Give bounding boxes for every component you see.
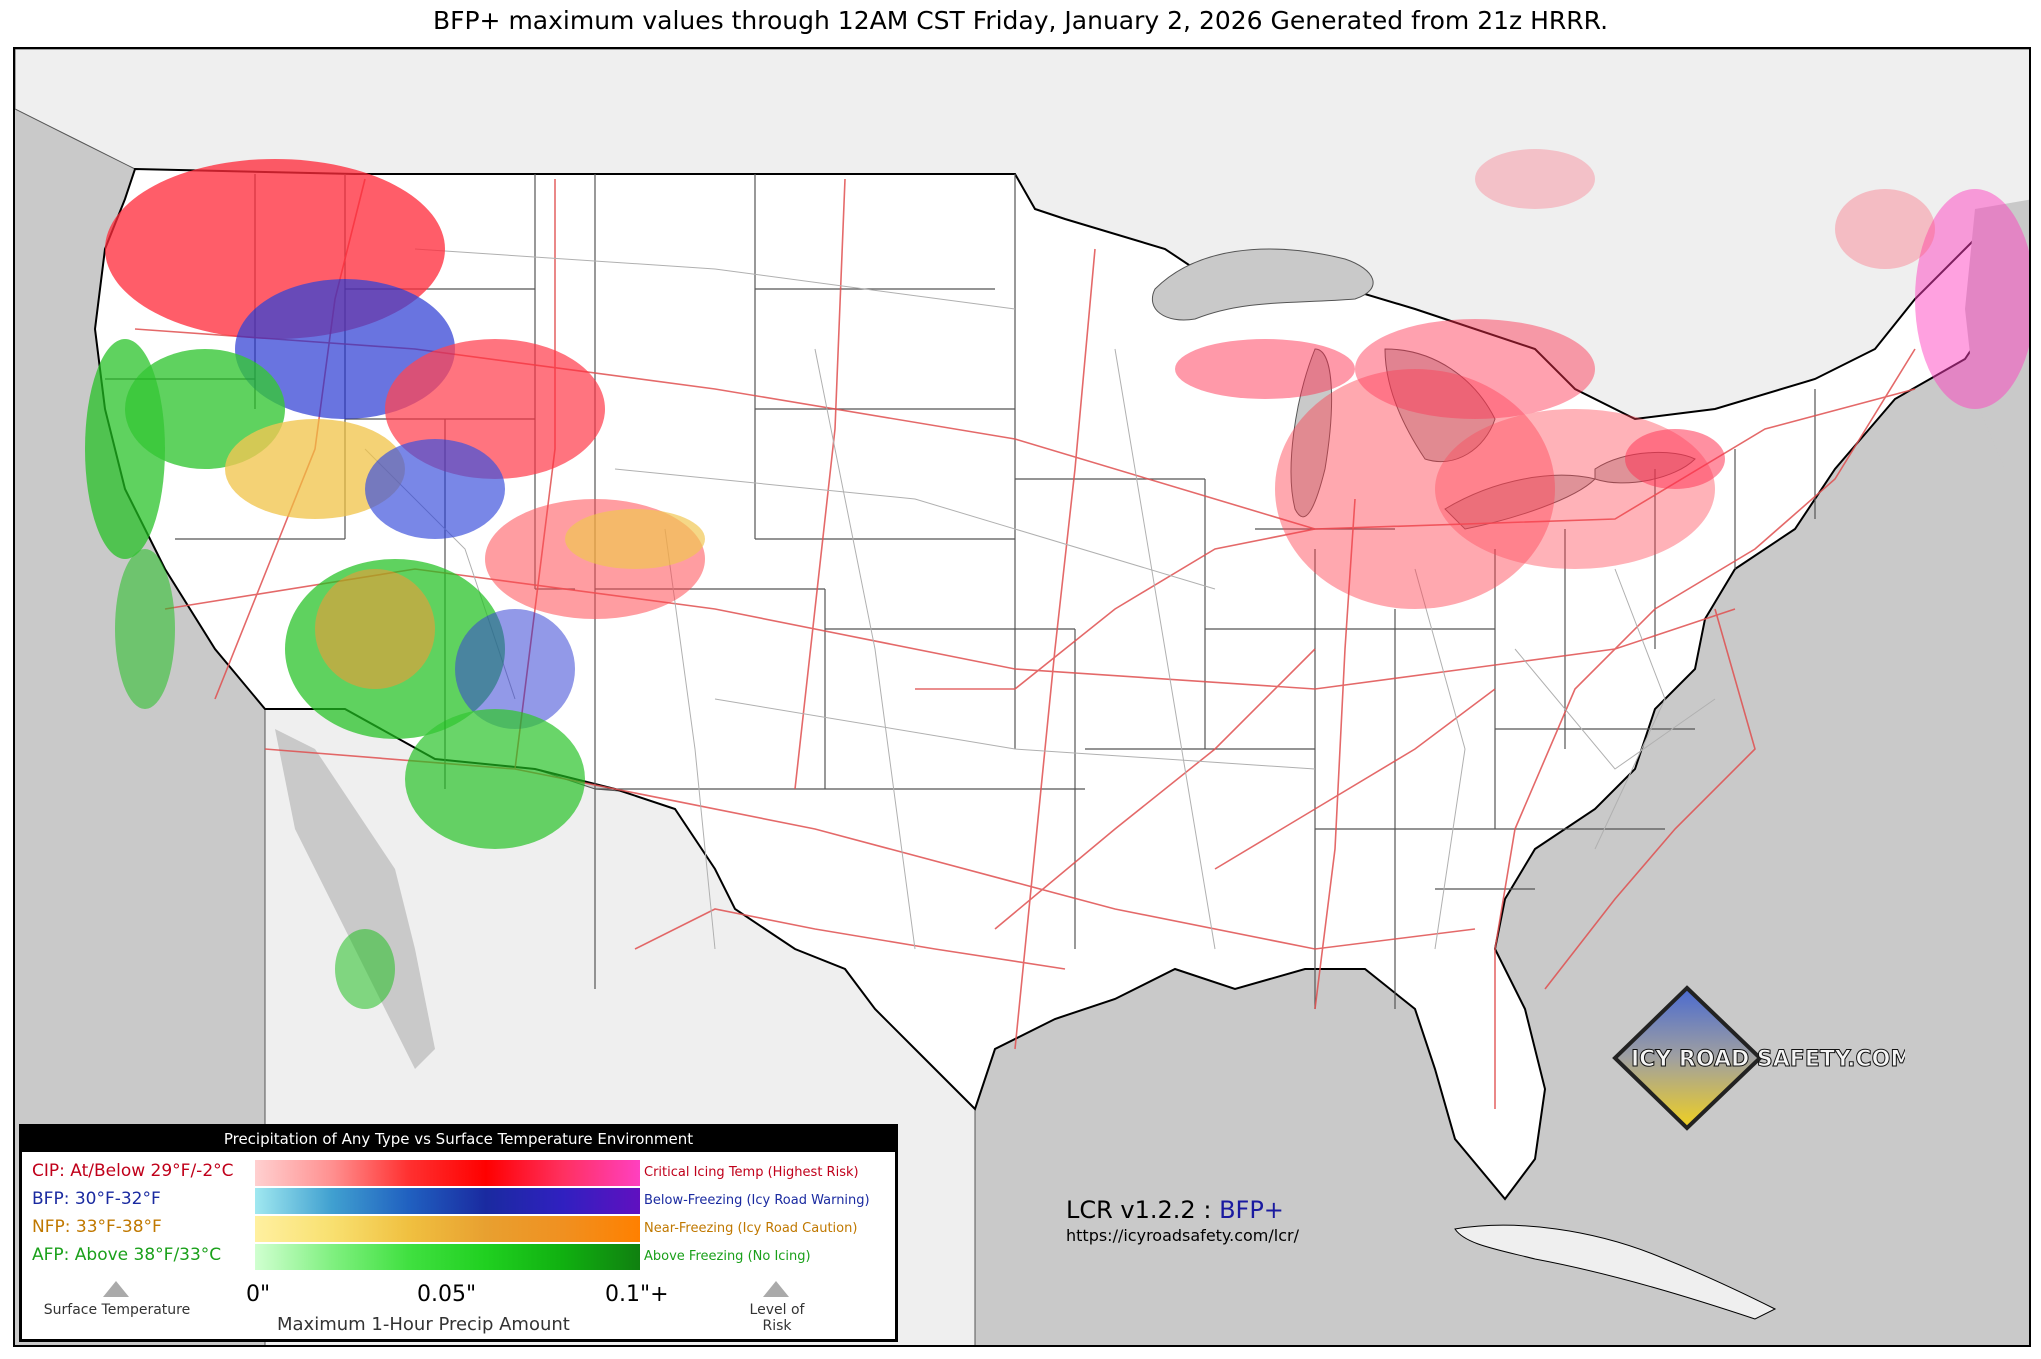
legend-tick-0: 0" bbox=[246, 1282, 271, 1307]
version-info: LCR v1.2.2 : BFP+ bbox=[1066, 1196, 1284, 1224]
legend-header: Precipitation of Any Type vs Surface Tem… bbox=[22, 1127, 895, 1152]
legend-axis-label: Maximum 1-Hour Precip Amount bbox=[277, 1314, 570, 1335]
legend-nfp-desc: Near-Freezing (Icy Road Caution) bbox=[644, 1221, 858, 1236]
legend-nfp-bar bbox=[255, 1216, 640, 1242]
legend-bfp-label: BFP: 30°F-32°F bbox=[32, 1189, 161, 1209]
legend-nfp-label: NFP: 33°F-38°F bbox=[32, 1217, 162, 1237]
legend-afp-desc: Above Freezing (No Icing) bbox=[644, 1249, 811, 1264]
cuba bbox=[1454, 1224, 1777, 1320]
legend-tick-2: 0.1"+ bbox=[605, 1282, 669, 1307]
legend-afp-label: AFP: Above 38°F/33°C bbox=[32, 1245, 222, 1265]
version-url[interactable]: https://icyroadsafety.com/lcr/ bbox=[1066, 1226, 1299, 1245]
secondary-roads bbox=[364, 248, 1716, 950]
lake-huron bbox=[1384, 348, 1496, 463]
precip-overlay bbox=[85, 149, 2029, 1009]
legend-cip-bar bbox=[255, 1160, 640, 1186]
lake-michigan bbox=[1290, 348, 1333, 518]
logo-text: ICY ROAD SAFETY.COM bbox=[1631, 1047, 1905, 1072]
legend-bfp-bar bbox=[255, 1188, 640, 1214]
legend-cip-desc: Critical Icing Temp (Highest Risk) bbox=[644, 1165, 859, 1180]
version-name: LCR v1.2.2 : bbox=[1066, 1196, 1212, 1224]
version-product: BFP+ bbox=[1219, 1196, 1284, 1224]
legend-afp-bar bbox=[255, 1244, 640, 1270]
precip-legend: Precipitation of Any Type vs Surface Tem… bbox=[19, 1124, 898, 1342]
surface-temp-marker-icon bbox=[103, 1281, 129, 1297]
icy-road-safety-logo: ICY ROAD SAFETY.COM bbox=[1605, 983, 1913, 1133]
surface-temp-label: Surface Temperature bbox=[43, 1302, 191, 1318]
lake-superior bbox=[1152, 248, 1374, 321]
risk-marker-icon bbox=[763, 1281, 789, 1297]
legend-cip-label: CIP: At/Below 29°F/-2°C bbox=[32, 1161, 234, 1181]
map-title: BFP+ maximum values through 12AM CST Fri… bbox=[432, 6, 1609, 35]
risk-label: Level of Risk bbox=[749, 1302, 805, 1334]
legend-tick-1: 0.05" bbox=[417, 1282, 477, 1307]
legend-bfp-desc: Below-Freezing (Icy Road Warning) bbox=[644, 1193, 870, 1208]
